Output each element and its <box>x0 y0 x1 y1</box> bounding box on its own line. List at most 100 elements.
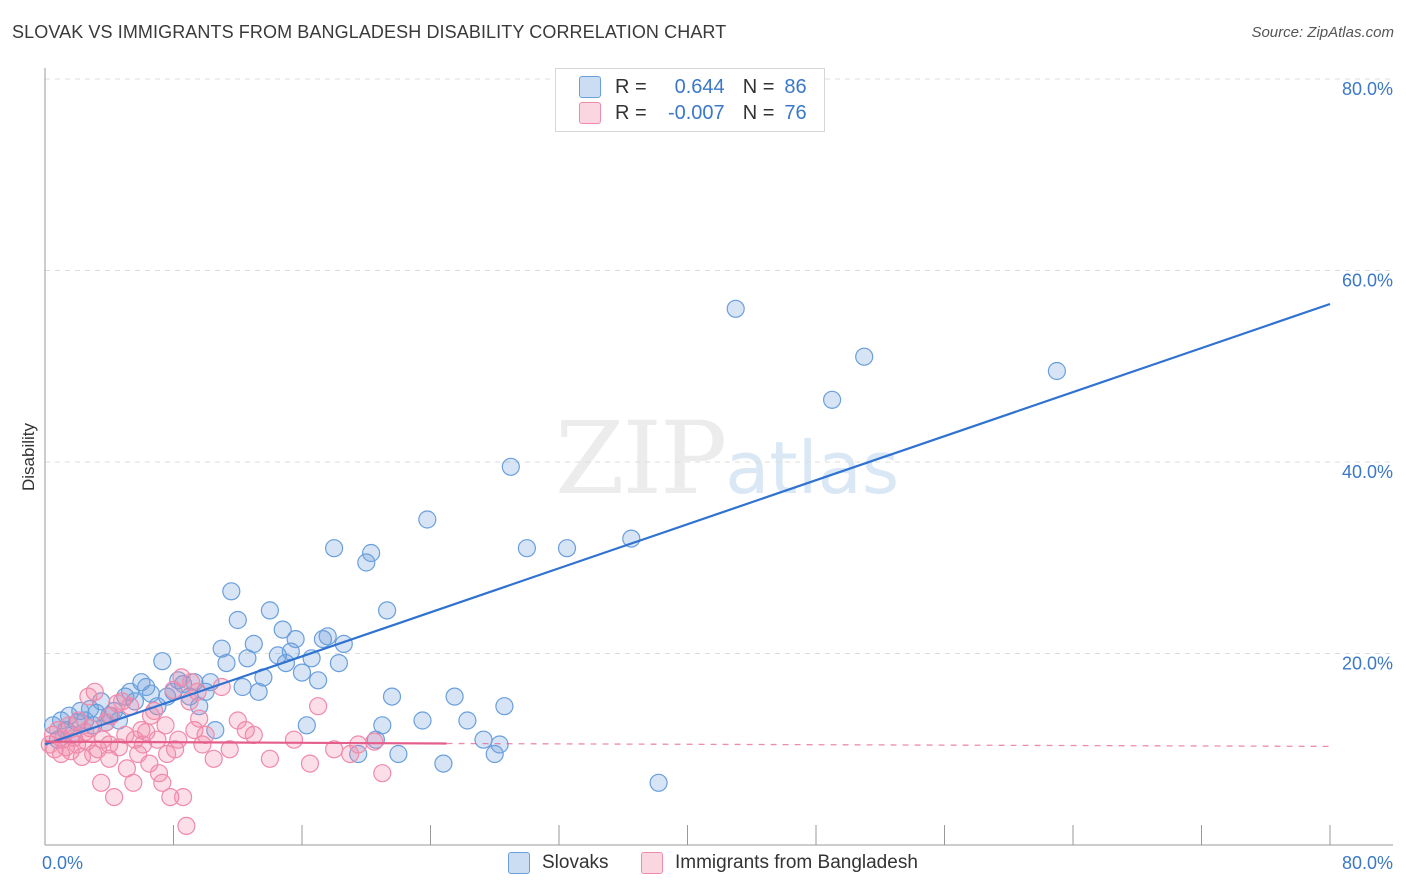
legend-row-slovaks: R = 0.644 N = 86 <box>556 74 807 100</box>
bottom-legend-label: Immigrants from Bangladesh <box>675 852 918 873</box>
point-slovaks <box>389 744 408 764</box>
point-bangladesh <box>204 749 223 768</box>
point-slovaks <box>434 754 453 773</box>
point-bangladesh <box>153 773 172 792</box>
point-bangladesh <box>182 673 201 692</box>
point-slovaks <box>297 716 316 735</box>
point-slovaks <box>378 601 397 620</box>
legend-box: R = 0.644 N = 86 R = -0.007 N = 76 <box>555 68 825 132</box>
point-bangladesh <box>196 725 215 745</box>
trend-line-slovaks <box>44 302 1331 746</box>
point-slovaks <box>822 390 842 409</box>
legend-n-label: N = <box>742 101 775 124</box>
point-slovaks <box>228 610 247 630</box>
point-slovaks <box>485 744 504 764</box>
point-slovaks <box>495 697 514 716</box>
legend-r-value: -0.007 <box>667 101 725 124</box>
point-slovaks <box>418 510 437 529</box>
point-slovaks <box>855 347 874 366</box>
point-slovaks <box>286 629 305 649</box>
bottom-legend-swatch-slovaks <box>508 852 530 874</box>
grid-lines <box>45 78 1393 654</box>
point-bangladesh <box>244 725 263 745</box>
point-bangladesh <box>100 749 119 768</box>
point-slovaks <box>557 539 577 558</box>
point-bangladesh <box>174 787 193 807</box>
bottom-legend-slovaks: Slovaks <box>508 852 609 874</box>
point-slovaks <box>1047 361 1067 381</box>
point-bangladesh <box>185 720 204 740</box>
point-slovaks <box>260 601 279 620</box>
legend-n-value: 86 <box>784 75 807 98</box>
point-slovaks <box>318 627 337 646</box>
source-credit: Source: ZipAtlas.com <box>1251 24 1394 41</box>
point-slovaks <box>357 553 376 572</box>
watermark-zip: ZIP <box>555 400 727 517</box>
point-bangladesh <box>190 709 209 728</box>
point-bangladesh <box>284 730 304 749</box>
point-bangladesh <box>79 687 98 706</box>
trend-lines <box>44 302 1331 748</box>
point-bangladesh <box>48 720 68 740</box>
point-bangladesh <box>365 732 384 751</box>
point-slovaks <box>373 716 392 735</box>
point-bangladesh <box>177 816 196 836</box>
point-slovaks <box>726 299 745 318</box>
y-tick-label: 80.0% <box>1342 79 1393 99</box>
point-slovaks <box>382 687 402 706</box>
point-slovaks <box>273 620 292 639</box>
point-bangladesh <box>373 764 392 783</box>
point-slovaks <box>325 539 344 558</box>
point-slovaks <box>490 735 509 754</box>
legend-swatch-bangladesh <box>579 102 601 124</box>
chart-title: SLOVAK VS IMMIGRANTS FROM BANGLADESH DIS… <box>12 22 727 42</box>
legend-n-value: 76 <box>784 101 807 124</box>
point-bangladesh <box>349 735 368 754</box>
point-bangladesh <box>148 730 167 749</box>
point-slovaks <box>309 671 328 690</box>
point-slovaks <box>501 457 520 476</box>
point-slovaks <box>233 677 252 697</box>
legend-swatch-slovaks <box>579 76 601 98</box>
point-bangladesh <box>104 787 124 807</box>
data-points <box>40 88 1067 836</box>
bottom-legend-label: Slovaks <box>542 852 609 873</box>
point-slovaks <box>517 539 537 558</box>
point-slovaks <box>276 653 295 673</box>
axes <box>44 68 1393 846</box>
point-slovaks <box>474 730 493 749</box>
point-slovaks <box>329 653 348 673</box>
point-slovaks <box>222 582 241 601</box>
point-slovaks <box>649 773 668 792</box>
point-bangladesh <box>149 764 169 783</box>
point-slovaks <box>362 543 381 563</box>
point-bangladesh <box>309 697 328 716</box>
point-bangladesh <box>156 716 175 735</box>
x-tick-label: 0.0% <box>42 853 83 873</box>
legend-row-bangladesh: R = -0.007 N = 76 <box>556 100 807 126</box>
trend-line-bangladesh <box>44 740 447 745</box>
point-slovaks <box>292 663 312 682</box>
point-slovaks <box>413 711 432 730</box>
point-bangladesh <box>124 773 143 792</box>
point-slovaks <box>445 687 464 706</box>
point-bangladesh <box>161 787 180 807</box>
point-slovaks <box>212 639 231 658</box>
point-bangladesh <box>166 740 185 759</box>
point-slovaks <box>244 634 263 654</box>
legend-r-value: 0.644 <box>674 75 725 98</box>
point-bangladesh <box>220 740 239 759</box>
point-slovaks <box>153 652 172 671</box>
bottom-legend: Slovaks Immigrants from Bangladesh <box>0 852 1406 878</box>
point-slovaks <box>217 653 236 673</box>
point-slovaks <box>313 629 332 649</box>
trend-line-bangladesh-extension <box>446 742 1331 748</box>
tick-labels: 20.0% 40.0% 60.0% 80.0% 0.0% 80.0% <box>42 79 1393 873</box>
point-slovaks <box>249 682 268 701</box>
legend-r-label: R = <box>615 75 647 98</box>
watermark-atlas: atlas <box>725 426 900 510</box>
point-slovaks <box>206 720 225 740</box>
legend-n-label: N = <box>742 75 775 98</box>
legend-r-label: R = <box>615 101 647 124</box>
